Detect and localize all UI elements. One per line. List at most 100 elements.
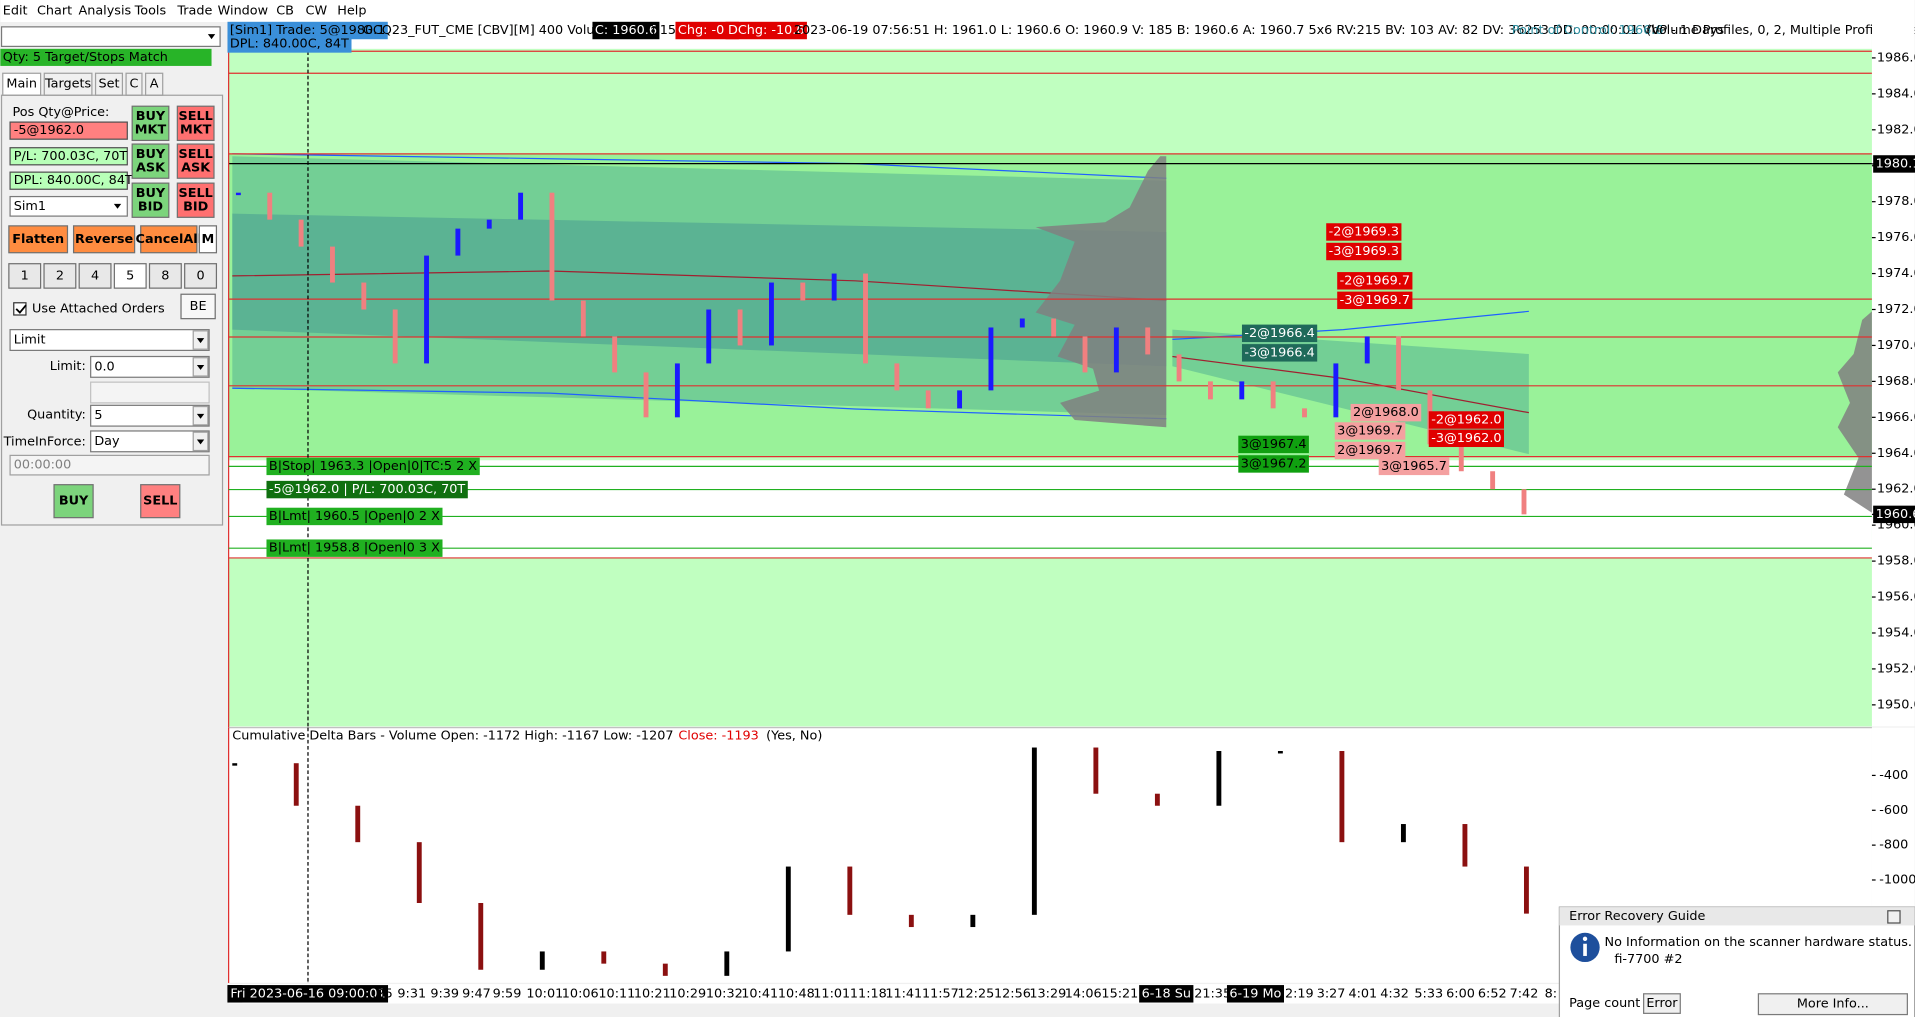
menu-item[interactable]: Analysis [78,3,131,18]
order-button-label[interactable]: ASK [181,160,211,175]
order-label[interactable]: B|Lmt| 1960.5 |Open|0 2 X [269,509,440,524]
be-button[interactable] [180,293,216,320]
order-button[interactable] [131,143,170,179]
order-button-label[interactable]: BID [183,199,208,214]
time-value: 00:00:00 [14,458,71,473]
sell-button[interactable] [140,484,181,519]
label-background [1238,435,1309,454]
order-button-label[interactable]: BUY [136,109,166,124]
neutral-zone [228,460,1872,558]
order-button-label[interactable]: BID [138,199,163,214]
tif-value[interactable]: Day [94,434,120,449]
menu-item[interactable]: Help [337,3,366,18]
action-button-label[interactable]: Reverse [75,232,133,247]
tab-label[interactable]: Set [98,77,119,92]
menu-item[interactable]: Window [218,3,268,18]
tab-label[interactable]: A [150,77,159,92]
candle [330,246,335,283]
candle [785,866,791,952]
order-button[interactable] [176,182,215,218]
menu-item[interactable]: CB [276,3,294,18]
quantity-button[interactable] [78,263,112,289]
action-button-label[interactable]: Flatten [12,232,64,247]
label-background [227,21,388,40]
order-type-combo[interactable] [9,329,210,352]
more-info-button[interactable] [1757,993,1908,1016]
order-type[interactable]: Limit [14,333,46,348]
menu-item[interactable]: Tools [134,3,167,18]
action-button-label[interactable]: M [201,232,214,247]
order-button-label[interactable]: ASK [136,160,166,175]
label-background [1337,291,1413,310]
quantity-button[interactable] [8,263,42,289]
quantity-button-label[interactable]: 4 [91,268,99,283]
tab-label[interactable]: Targets [44,77,92,92]
order-button-label[interactable]: MKT [135,123,167,138]
menu-item[interactable]: CW [306,3,328,18]
quantity-button[interactable] [113,263,147,289]
tif-combo[interactable] [90,430,210,453]
limit-input[interactable] [90,355,210,378]
account-value[interactable]: Sim1 [14,199,46,214]
sell-button-label[interactable]: SELL [143,494,177,509]
candle [1523,866,1529,914]
order-button-label[interactable]: MKT [180,123,212,138]
buy-button[interactable] [53,484,94,519]
candle [1277,751,1283,754]
be-button-label[interactable]: BE [190,299,207,314]
quantity-button-label[interactable]: 5 [126,268,134,283]
candle [894,363,900,391]
fill-label: -3@1969.3 [1329,244,1399,259]
account-combo[interactable] [9,195,128,217]
order-button-label[interactable]: SELL [179,147,213,162]
checkbox-label[interactable]: Use Attached Orders [32,301,165,316]
action-button[interactable] [198,225,218,254]
quantity-value[interactable]: 5 [94,408,102,423]
quantity-button-label[interactable]: 1 [21,268,29,283]
order-button[interactable] [176,105,215,142]
checkbox[interactable] [13,302,27,316]
x-tick-label: 21:35 [1194,986,1231,1001]
tab-label[interactable]: Main [6,77,37,92]
status-strip [0,1003,1915,1017]
quantity-button[interactable] [184,263,218,289]
buy-button-label[interactable]: BUY [59,494,89,509]
symbol-combo[interactable] [0,26,221,48]
action-button[interactable] [140,225,198,254]
action-button-label[interactable]: CancelAll [136,232,202,247]
dialog-close[interactable] [1887,910,1901,924]
order-button[interactable] [176,143,215,179]
candle [1400,824,1406,843]
candle [1093,747,1099,794]
limit-value[interactable]: 0.0 [94,359,114,374]
candle [1154,793,1160,806]
order-button-label[interactable]: SELL [179,109,213,124]
candle [957,390,963,409]
order-label[interactable]: -5@1962.0 | P/L: 700.03C, 70T [269,482,465,497]
quantity-button-label[interactable]: 8 [161,268,169,283]
order-label[interactable]: B|Stop| 1963.3 |Open|0|TC:5 2 X [269,459,477,474]
quantity-button-label[interactable]: 2 [56,268,64,283]
quantity-button[interactable] [43,263,77,289]
action-button[interactable] [8,225,69,254]
quantity-input[interactable] [90,404,210,427]
order-button-label[interactable]: SELL [179,186,213,201]
dialog-title-bar [1559,907,1915,926]
vwap-line [1172,310,1529,341]
menu-item[interactable]: Edit [3,3,28,18]
menu-item[interactable]: Chart [37,3,72,18]
label-background [675,21,739,40]
action-button[interactable] [72,225,136,254]
order-button-label[interactable]: BUY [136,147,166,162]
quantity-button[interactable] [148,263,182,289]
status-bar [0,48,212,66]
menu-item[interactable]: Trade [176,3,212,18]
more-info-label[interactable]: More Info... [1797,997,1869,1012]
tab-label[interactable]: C [130,77,139,92]
order-label[interactable]: B|Lmt| 1958.8 |Open|0 3 X [269,541,440,556]
quantity-button-label[interactable]: 0 [196,268,204,283]
y-tick-label: -400 [1879,768,1908,783]
order-button[interactable] [131,105,170,142]
order-button-label[interactable]: BUY [136,186,166,201]
order-button[interactable] [131,182,170,218]
